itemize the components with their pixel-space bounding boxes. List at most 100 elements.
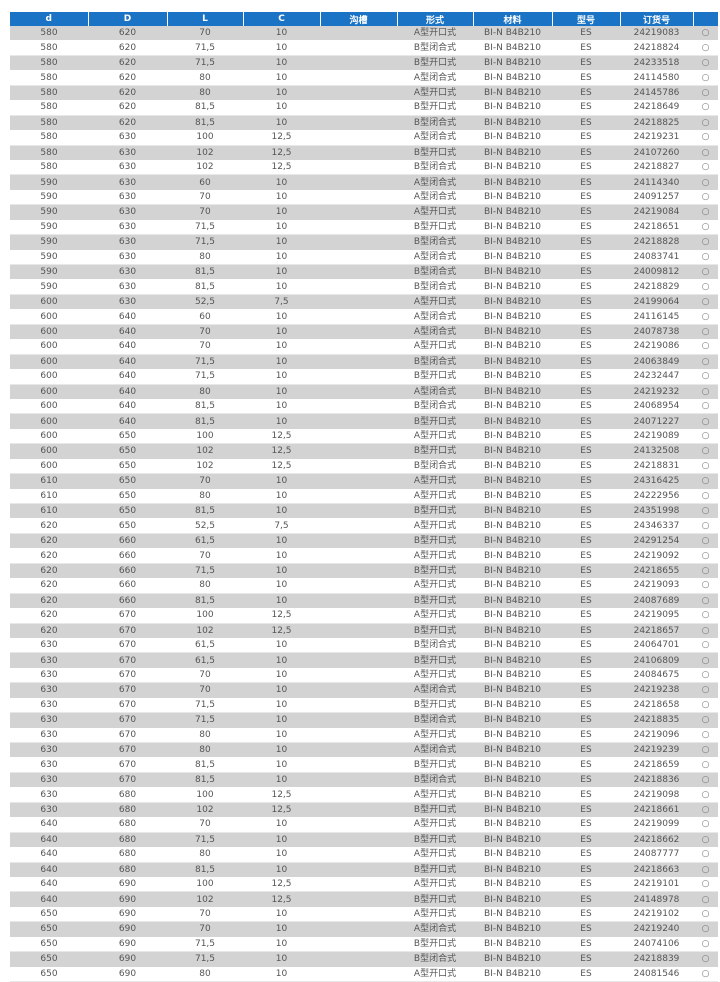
select-radio-icon[interactable]: ○ (693, 906, 718, 923)
cell-model: ES (552, 369, 620, 385)
select-radio-icon[interactable]: ○ (693, 159, 718, 176)
select-radio-icon[interactable]: ○ (693, 727, 718, 743)
cell-material: BI-N B4B210 (473, 533, 552, 549)
cell-L: 71,5 (167, 369, 243, 385)
cell-type: B型开口式 (397, 369, 473, 385)
select-radio-icon[interactable]: ○ (693, 413, 718, 429)
cell-L: 70 (167, 339, 243, 355)
select-radio-icon[interactable]: ○ (693, 652, 718, 668)
select-radio-icon[interactable]: ○ (693, 608, 718, 624)
cell-order-number: 24218839 (620, 951, 693, 967)
cell-order-number: 24291254 (620, 533, 693, 549)
cell-order-number: 24064701 (620, 637, 693, 654)
select-radio-icon[interactable]: ○ (693, 817, 718, 833)
select-radio-icon[interactable]: ○ (693, 369, 718, 385)
select-radio-icon[interactable]: ○ (693, 249, 718, 265)
select-radio-icon[interactable]: ○ (693, 563, 718, 579)
cell-model: ES (552, 533, 620, 549)
select-radio-icon[interactable]: ○ (693, 876, 718, 893)
cell-C: 10 (243, 936, 320, 953)
select-radio-icon[interactable]: ○ (693, 458, 718, 475)
cell-groove (320, 876, 397, 893)
select-radio-icon[interactable]: ○ (693, 847, 718, 863)
select-radio-icon[interactable]: ○ (693, 518, 718, 534)
select-radio-icon[interactable]: ○ (693, 26, 718, 41)
select-radio-icon[interactable]: ○ (693, 712, 718, 728)
table-row: 600 640 81,5 10 B型开口式 BI-N B4B210 ES 24071227 ○ (10, 413, 718, 429)
select-radio-icon[interactable]: ○ (693, 802, 718, 818)
cell-C: 12,5 (243, 145, 320, 160)
select-radio-icon[interactable]: ○ (693, 772, 718, 788)
cell-material: BI-N B4B210 (473, 324, 552, 340)
select-radio-icon[interactable]: ○ (693, 966, 718, 982)
select-radio-icon[interactable]: ○ (693, 757, 718, 773)
select-radio-icon[interactable]: ○ (693, 428, 718, 445)
select-radio-icon[interactable]: ○ (693, 787, 718, 803)
select-radio-icon[interactable]: ○ (693, 862, 718, 877)
select-radio-icon[interactable]: ○ (693, 234, 718, 250)
select-radio-icon[interactable]: ○ (693, 70, 718, 86)
select-radio-icon[interactable]: ○ (693, 623, 718, 638)
select-radio-icon[interactable]: ○ (693, 339, 718, 355)
select-radio-icon[interactable]: ○ (693, 145, 718, 160)
select-radio-icon[interactable]: ○ (693, 309, 718, 325)
select-radio-icon[interactable]: ○ (693, 503, 718, 519)
cell-d: 620 (10, 563, 88, 579)
cell-D: 620 (88, 70, 167, 86)
select-radio-icon[interactable]: ○ (693, 115, 718, 131)
select-radio-icon[interactable]: ○ (693, 682, 718, 698)
table-row: 630 670 71,5 10 B型闭合式 BI-N B4B210 ES 24218835 ○ (10, 712, 718, 728)
cell-C: 10 (243, 667, 320, 684)
select-radio-icon[interactable]: ○ (693, 443, 718, 459)
select-radio-icon[interactable]: ○ (693, 40, 718, 56)
cell-type: A型闭合式 (397, 189, 473, 206)
select-radio-icon[interactable]: ○ (693, 55, 718, 71)
select-radio-icon[interactable]: ○ (693, 85, 718, 101)
cell-groove (320, 204, 397, 220)
select-radio-icon[interactable]: ○ (693, 384, 718, 399)
select-radio-icon[interactable]: ○ (693, 593, 718, 609)
select-radio-icon[interactable]: ○ (693, 174, 718, 190)
select-radio-icon[interactable]: ○ (693, 219, 718, 236)
select-radio-icon[interactable]: ○ (693, 832, 718, 848)
select-radio-icon[interactable]: ○ (693, 951, 718, 967)
select-radio-icon[interactable]: ○ (693, 697, 718, 714)
select-radio-icon[interactable]: ○ (693, 130, 718, 146)
cell-material: BI-N B4B210 (473, 936, 552, 953)
select-radio-icon[interactable]: ○ (693, 548, 718, 564)
select-radio-icon[interactable]: ○ (693, 936, 718, 953)
select-radio-icon[interactable]: ○ (693, 533, 718, 549)
select-radio-icon[interactable]: ○ (693, 100, 718, 116)
select-radio-icon[interactable]: ○ (693, 398, 718, 415)
cell-material: BI-N B4B210 (473, 862, 552, 877)
cell-material: BI-N B4B210 (473, 563, 552, 579)
cell-d: 590 (10, 189, 88, 206)
select-radio-icon[interactable]: ○ (693, 264, 718, 280)
select-radio-icon[interactable]: ○ (693, 279, 718, 295)
cell-order-number: 24219231 (620, 130, 693, 146)
cell-d: 630 (10, 757, 88, 773)
select-radio-icon[interactable]: ○ (693, 667, 718, 684)
cell-C: 12,5 (243, 443, 320, 459)
cell-D: 620 (88, 115, 167, 131)
select-radio-icon[interactable]: ○ (693, 324, 718, 340)
select-radio-icon[interactable]: ○ (693, 578, 718, 594)
select-radio-icon[interactable]: ○ (693, 742, 718, 758)
cell-model: ES (552, 652, 620, 668)
select-radio-icon[interactable]: ○ (693, 891, 718, 907)
cell-d: 630 (10, 682, 88, 698)
select-radio-icon[interactable]: ○ (693, 189, 718, 206)
cell-L: 70 (167, 204, 243, 220)
select-radio-icon[interactable]: ○ (693, 294, 718, 310)
cell-model: ES (552, 608, 620, 624)
cell-model: ES (552, 548, 620, 564)
cell-C: 12,5 (243, 802, 320, 818)
select-radio-icon[interactable]: ○ (693, 921, 718, 937)
cell-groove (320, 369, 397, 385)
select-radio-icon[interactable]: ○ (693, 204, 718, 220)
select-radio-icon[interactable]: ○ (693, 473, 718, 489)
cell-D: 640 (88, 398, 167, 415)
select-radio-icon[interactable]: ○ (693, 637, 718, 654)
select-radio-icon[interactable]: ○ (693, 488, 718, 504)
select-radio-icon[interactable]: ○ (693, 354, 718, 370)
